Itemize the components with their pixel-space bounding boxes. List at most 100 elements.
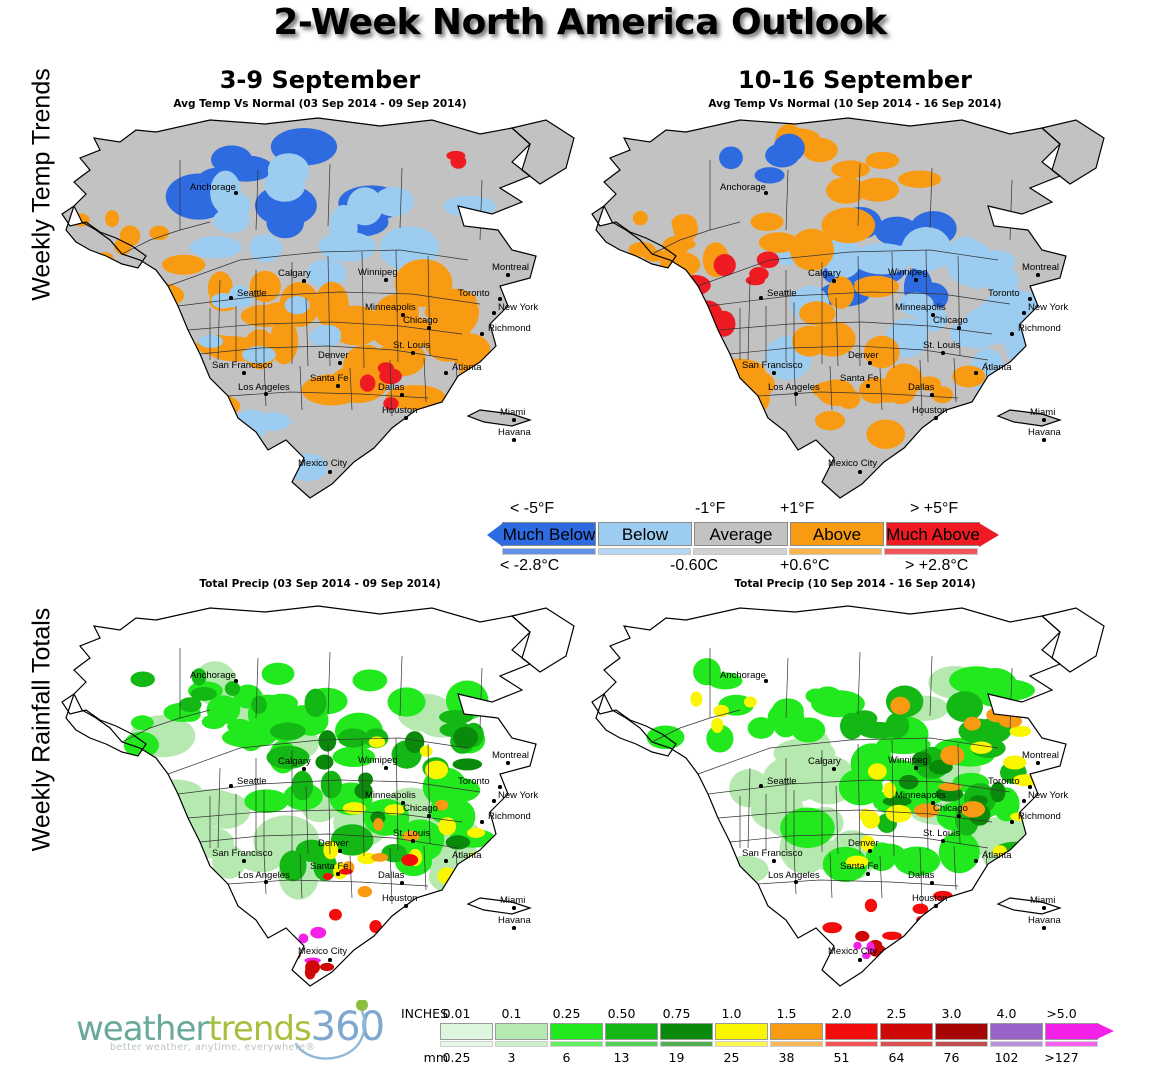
map-region-patch [946, 691, 984, 723]
map-region-patch [913, 803, 940, 818]
map-internal-border [427, 255, 431, 357]
map-internal-border [121, 221, 211, 255]
precip-map-graphic [61, 605, 575, 987]
map-region-patch [839, 712, 864, 740]
map-internal-border [305, 297, 309, 367]
column-header-week1: 3-9 September Avg Temp Vs Normal (03 Sep… [85, 66, 555, 110]
map-region-patch [466, 827, 485, 838]
map-region-patch [963, 716, 981, 731]
map-internal-border [891, 251, 895, 369]
map-region-patch [780, 807, 835, 849]
map-region-patch [969, 301, 1021, 345]
precip-tick-mm-2: 6 [562, 1050, 571, 1065]
precip-legend-swatch-11 [1045, 1023, 1114, 1040]
precip-tick-mm-3: 13 [613, 1050, 630, 1065]
map-internal-border [121, 709, 211, 743]
map-internal-border [857, 743, 861, 855]
map-region-patch [722, 855, 769, 884]
map-internal-border [829, 853, 833, 899]
weathertrends360-logo[interactable]: weathertrends360 better weather, anytime… [76, 998, 385, 1066]
map-region-patch [713, 253, 736, 277]
precip-legend-shadow-0 [440, 1041, 493, 1047]
map-region-patch [404, 731, 425, 754]
map-internal-border [953, 845, 957, 891]
map-region-patch [743, 696, 757, 708]
map-region-patch [898, 774, 919, 790]
map-internal-border [1009, 667, 1013, 729]
map-region-patch [377, 362, 395, 375]
map-region-patch [1003, 755, 1027, 770]
map-region-patch [802, 137, 838, 163]
map-region-patch [754, 167, 785, 184]
map-region-patch [853, 941, 862, 950]
map-region-patch [970, 741, 993, 754]
map-region-patch [745, 275, 765, 286]
map-region-patch [815, 411, 846, 431]
map-region-patch [762, 755, 825, 803]
map-region-patch [309, 327, 342, 347]
map-coastline-2 [510, 119, 575, 185]
map-region-patch [240, 304, 291, 328]
map-internal-border [263, 363, 267, 407]
map-coastline-3 [466, 409, 532, 427]
column-header-week2: 10-16 September Avg Temp Vs Normal (10 S… [620, 66, 1090, 110]
precip-legend-swatch-6 [770, 1023, 823, 1040]
map-internal-border [651, 709, 741, 743]
map-region-patch [261, 662, 295, 686]
map-region-patch [342, 802, 366, 815]
precip-tick-mm-4: 19 [668, 1050, 685, 1065]
map-region-patch [866, 419, 906, 450]
precip-tick-inches-5: 1.0 [721, 1006, 742, 1021]
map-coastline-3 [996, 897, 1062, 915]
map-internal-border [395, 737, 399, 851]
map-region-patch [306, 259, 347, 288]
map-region-patch [831, 160, 871, 179]
map-internal-border [697, 737, 999, 775]
map-region-patch [632, 210, 648, 226]
temp-legend-swatch-0 [487, 522, 596, 547]
map-region-patch [233, 409, 270, 439]
map-region-patch [346, 187, 383, 226]
map-internal-border [1009, 179, 1013, 241]
map-internal-border [177, 291, 481, 307]
map-internal-border [925, 249, 929, 363]
precip-legend-shadow-2 [550, 1041, 603, 1047]
map-region-patch [352, 669, 388, 692]
map-region-patch [822, 846, 868, 883]
precip-legend-shadow-4 [660, 1041, 713, 1047]
map-region-patch [864, 898, 878, 913]
precip-legend-bar [440, 1023, 1114, 1040]
map-region-patch [161, 254, 206, 275]
map-internal-border [835, 785, 839, 855]
map-internal-border [651, 221, 741, 255]
map-internal-border [729, 345, 989, 361]
precip-legend-shadow-9 [935, 1041, 988, 1047]
map-region-patch [676, 319, 705, 337]
map-region-patch [304, 964, 316, 980]
temp-legend-shadow-0 [502, 548, 596, 555]
map-region-patch [178, 697, 202, 713]
map-internal-border [389, 847, 393, 905]
map-internal-border [227, 879, 429, 887]
precip-legend-right-arrow-icon [1097, 1023, 1114, 1039]
map-internal-border [857, 163, 861, 227]
map-internal-border [227, 391, 429, 399]
map-region-patch [339, 868, 353, 875]
map-internal-border [757, 391, 959, 399]
map-internal-border [255, 169, 259, 231]
map-internal-border [361, 251, 365, 369]
precip-tick-inches-11: >5.0 [1046, 1006, 1077, 1021]
map-region-patch [320, 770, 342, 799]
map-region-patch [457, 861, 490, 891]
map-internal-border [167, 737, 469, 775]
map-region-patch [744, 385, 770, 413]
map-region-patch [445, 835, 471, 850]
precip-legend-shadow-11 [1045, 1041, 1098, 1047]
precip-legend-swatch-5 [715, 1023, 768, 1040]
map-region-patch [855, 930, 870, 942]
temp-tick-f-1: -1°F [695, 500, 726, 517]
map-internal-border [361, 739, 365, 857]
map-region-patch [282, 946, 301, 962]
map-region-patch [189, 236, 243, 259]
map-internal-border [217, 767, 221, 849]
